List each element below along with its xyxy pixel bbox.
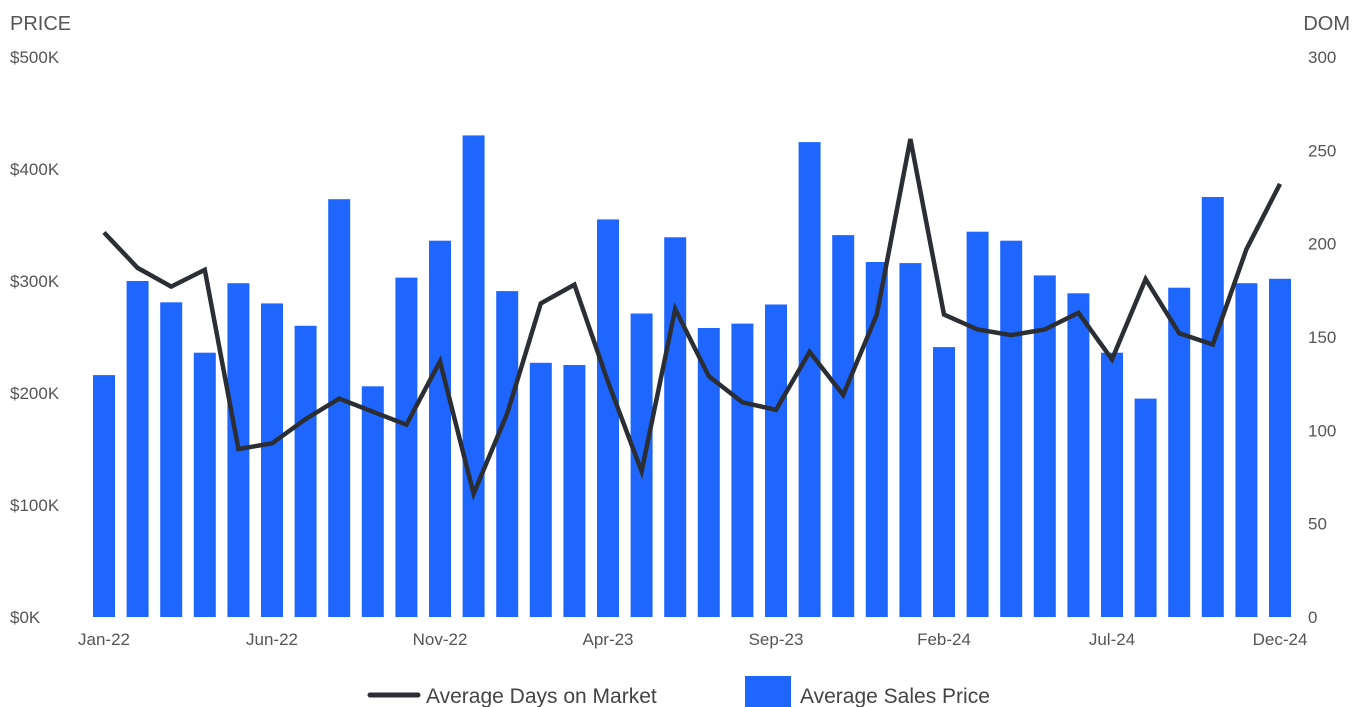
x-tick-label: Sep-23: [749, 630, 804, 649]
y-left-tick-label: $100K: [10, 496, 60, 515]
legend-bar-swatch: [745, 676, 791, 707]
x-tick-label: Jul-24: [1089, 630, 1135, 649]
price-bar: [193, 352, 216, 617]
price-bar: [1134, 398, 1157, 617]
price-bar: [529, 362, 552, 617]
price-bar: [563, 365, 586, 617]
price-bar: [1033, 275, 1056, 617]
legend-label-price: Average Sales Price: [800, 685, 990, 707]
price-bar: [597, 219, 619, 617]
dom-series-line: [102, 138, 1283, 501]
price-bar: [697, 328, 720, 617]
price-bar: [328, 199, 351, 617]
y-left-tick-label: $200K: [10, 384, 60, 403]
price-bar: [1235, 283, 1258, 617]
y-right-tick-label: 250: [1308, 141, 1336, 160]
x-tick-label: Jun-22: [246, 630, 298, 649]
price-bar: [361, 386, 384, 617]
y-left-tick-label: $500K: [10, 48, 60, 67]
y-right-title: DOM: [1303, 13, 1350, 35]
price-bar: [798, 142, 821, 617]
price-bar: [1201, 197, 1224, 617]
price-bar: [294, 325, 317, 617]
price-bar: [126, 281, 149, 617]
x-tick-label: Apr-23: [582, 630, 633, 649]
y-right-tick-label: 100: [1308, 421, 1336, 440]
price-bar: [395, 277, 418, 617]
y-left-tick-label: $0K: [10, 608, 41, 627]
price-bar: [832, 235, 855, 617]
y-right-tick-label: 200: [1308, 235, 1336, 254]
y-left-tick-label: $400K: [10, 160, 60, 179]
price-bar: [664, 237, 687, 618]
x-tick-label: Feb-24: [917, 630, 971, 649]
price-bar: [261, 303, 283, 617]
y-right-tick-label: 150: [1308, 328, 1336, 347]
legend: Average Days on Market Average Sales Pri…: [367, 676, 990, 707]
price-bar: [93, 375, 115, 617]
x-tick-label: Dec-24: [1253, 630, 1308, 649]
price-bar: [429, 240, 451, 617]
x-tick-labels: Jan-22 Jun-22 Nov-22 Apr-23 Sep-23 Feb-24 Jul-…: [78, 630, 1307, 649]
price-bar: [899, 263, 922, 617]
price-bar: [731, 323, 754, 617]
price-bar: [160, 302, 183, 617]
price-bar: [1000, 240, 1023, 617]
price-bar: [966, 231, 989, 617]
y-left-tick-labels: $0K $100K $200K $300K $400K $500K: [10, 48, 60, 627]
legend-label-dom: Average Days on Market: [426, 685, 657, 707]
price-bar: [1101, 352, 1123, 617]
y-left-title: PRICE: [10, 13, 71, 35]
x-tick-label: Nov-22: [413, 630, 468, 649]
y-left-tick-label: $300K: [10, 272, 60, 291]
y-right-tick-labels: 0 50 100 150 200 250 300: [1308, 48, 1336, 627]
x-tick-label: Jan-22: [78, 630, 130, 649]
price-bar: [1168, 287, 1191, 617]
price-bar: [1067, 293, 1090, 617]
price-bar: [496, 291, 519, 617]
price-bar: [1269, 278, 1291, 617]
price-bar: [462, 135, 485, 617]
y-right-tick-label: 300: [1308, 48, 1336, 67]
price-bar: [933, 347, 955, 617]
y-right-tick-label: 0: [1308, 608, 1317, 627]
dom-line: [102, 138, 1283, 501]
y-right-tick-label: 50: [1308, 515, 1327, 534]
price-bar: [865, 262, 888, 617]
price-bar: [765, 304, 787, 617]
price-bars: [93, 135, 1291, 618]
